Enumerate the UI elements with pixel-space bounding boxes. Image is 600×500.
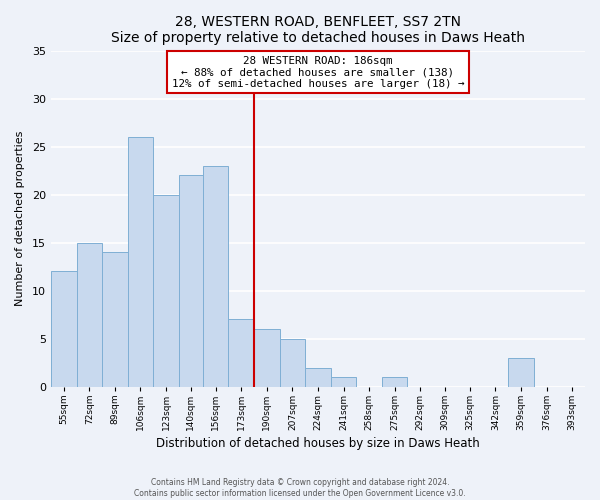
Bar bbox=[51, 272, 77, 386]
Text: Contains HM Land Registry data © Crown copyright and database right 2024.
Contai: Contains HM Land Registry data © Crown c… bbox=[134, 478, 466, 498]
Bar bbox=[254, 329, 280, 386]
Bar bbox=[179, 176, 203, 386]
Bar bbox=[102, 252, 128, 386]
Bar bbox=[305, 368, 331, 386]
Title: 28, WESTERN ROAD, BENFLEET, SS7 2TN
Size of property relative to detached houses: 28, WESTERN ROAD, BENFLEET, SS7 2TN Size… bbox=[111, 15, 525, 45]
Bar bbox=[331, 377, 356, 386]
Bar bbox=[382, 377, 407, 386]
Text: 28 WESTERN ROAD: 186sqm
← 88% of detached houses are smaller (138)
12% of semi-d: 28 WESTERN ROAD: 186sqm ← 88% of detache… bbox=[172, 56, 464, 89]
Y-axis label: Number of detached properties: Number of detached properties bbox=[15, 131, 25, 306]
Bar bbox=[77, 242, 102, 386]
Bar bbox=[280, 338, 305, 386]
Bar bbox=[203, 166, 229, 386]
X-axis label: Distribution of detached houses by size in Daws Heath: Distribution of detached houses by size … bbox=[156, 437, 480, 450]
Bar bbox=[229, 320, 254, 386]
Bar bbox=[508, 358, 534, 386]
Bar bbox=[153, 194, 179, 386]
Bar bbox=[128, 137, 153, 386]
